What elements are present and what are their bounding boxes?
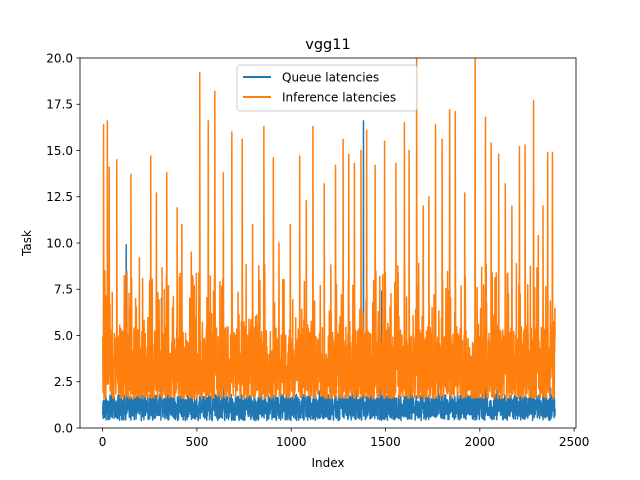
y-tick-label: 10.0 [46,236,73,250]
y-tick-label: 2.5 [54,375,73,389]
y-tick-label: 17.5 [46,98,73,112]
series-layer [101,58,556,422]
x-tick-label: 1000 [276,435,307,449]
series-line-inference-latencies [101,58,556,400]
y-axis-label: Task [20,230,34,257]
x-tick-label: 1500 [370,435,401,449]
x-tick-label: 500 [185,435,208,449]
legend: Queue latencies Inference latencies [236,64,418,112]
x-axis-label: Index [311,456,344,470]
legend-label: Inference latencies [282,91,396,105]
y-tick-label: 15.0 [46,144,73,158]
y-tick-label: 7.5 [54,283,73,297]
series-line-queue-latencies [101,120,556,422]
x-tick-label: 0 [99,435,107,449]
chart-title: vgg11 [305,37,350,53]
y-tick-label: 0.0 [54,421,73,435]
legend-label: Queue latencies [282,71,379,85]
axes-layer: 0 500 1000 1500 2000 2500 0.0 2.5 5.0 7.5 10.0 12.5… [46,51,589,449]
legend-box [236,64,418,112]
x-tick-label: 2000 [465,435,496,449]
y-tick-label: 5.0 [54,329,73,343]
y-tick-label: 20.0 [46,51,73,65]
x-tick-label: 2500 [559,435,590,449]
y-tick-label: 12.5 [46,190,73,204]
